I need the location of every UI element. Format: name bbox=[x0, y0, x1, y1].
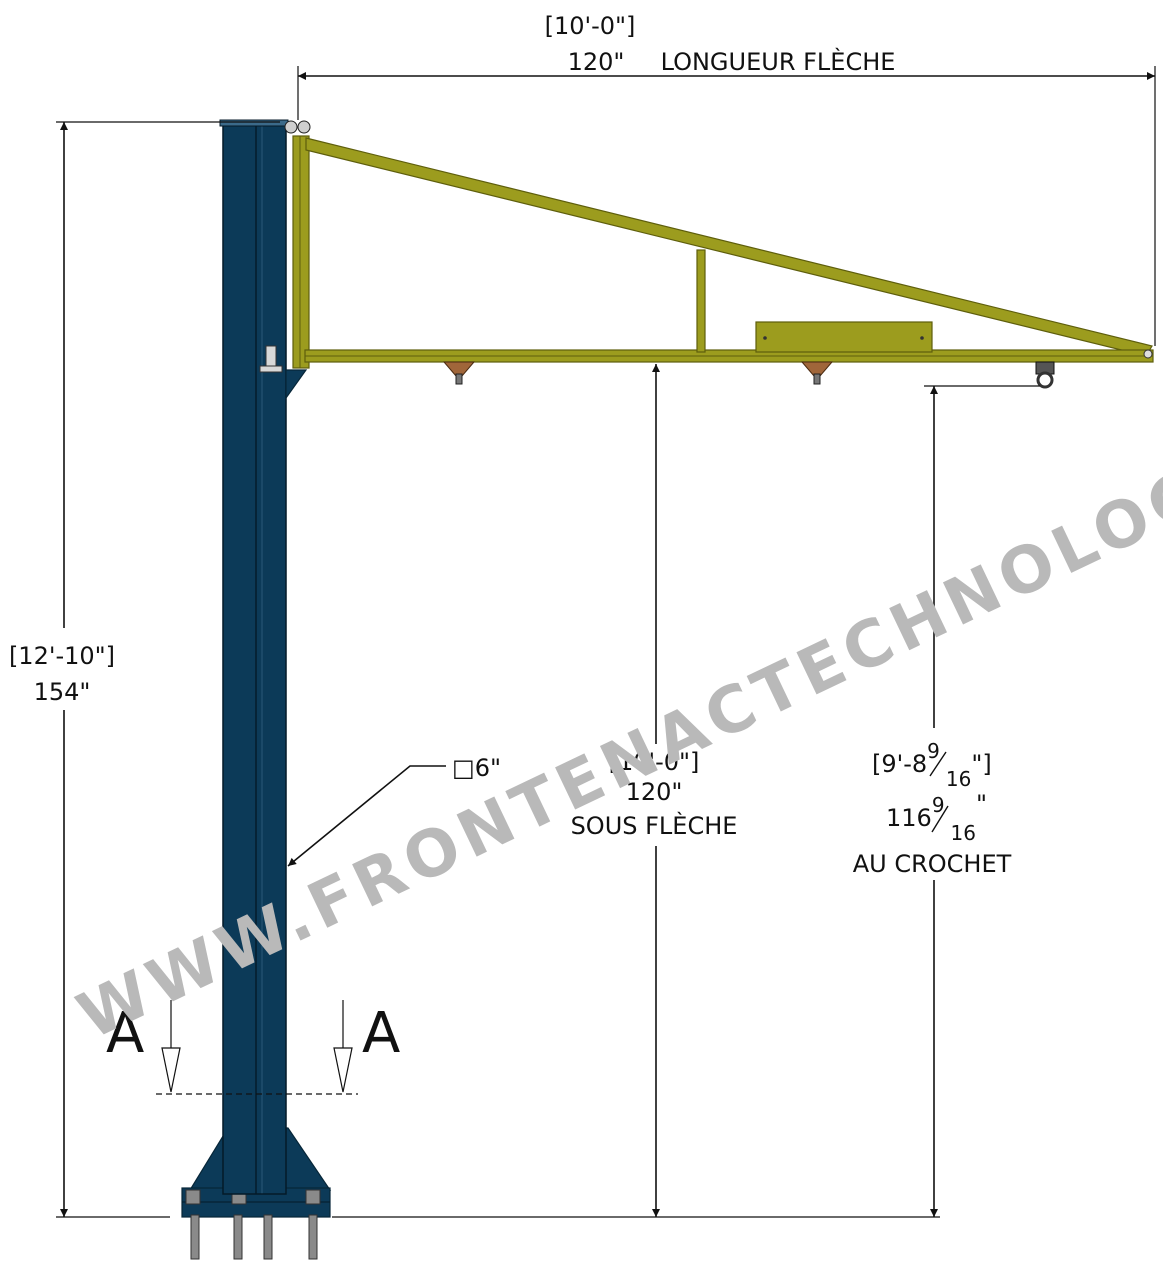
under-boom-feet: [10'-0"] bbox=[609, 748, 700, 776]
overall-height-dimension: [12'-10"] 154" bbox=[9, 121, 280, 1218]
anchor-bolts bbox=[185, 1189, 321, 1260]
boom-length-label: LONGUEUR FLÈCHE bbox=[661, 47, 896, 76]
hook-height-label: AU CROCHET bbox=[853, 850, 1012, 878]
boom-length-inches: 120" bbox=[568, 48, 625, 76]
overall-height-feet: [12'-10"] bbox=[9, 642, 115, 670]
hook-height-feet: [9'-8916"] bbox=[872, 739, 992, 791]
under-boom-dimension: [10'-0"] 120" SOUS FLÈCHE bbox=[571, 364, 738, 1217]
boom-length-dimension: [10'-0"] 120" LONGUEUR FLÈCHE bbox=[297, 12, 1156, 346]
column-size-callout: □6" bbox=[287, 754, 501, 867]
under-boom-inches: 120" bbox=[626, 778, 683, 806]
column-size-label: □6" bbox=[452, 754, 501, 782]
column-cap bbox=[219, 119, 289, 127]
section-label-right: A bbox=[362, 1001, 400, 1066]
under-boom-label: SOUS FLÈCHE bbox=[571, 811, 738, 840]
hook-height-inches: 116916" bbox=[886, 790, 987, 845]
overall-height-inches: 154" bbox=[34, 678, 91, 706]
hook-height-dimension: [9'-8916"] 116916" AU CROCHET bbox=[853, 385, 1040, 1217]
section-label-left: A bbox=[106, 1001, 144, 1066]
hook bbox=[1035, 361, 1055, 389]
column bbox=[219, 119, 311, 1195]
section-marker: A A bbox=[106, 1000, 400, 1095]
boom-length-feet: [10'-0"] bbox=[545, 12, 636, 40]
trolley-brackets bbox=[442, 361, 834, 385]
boom bbox=[292, 135, 1154, 389]
